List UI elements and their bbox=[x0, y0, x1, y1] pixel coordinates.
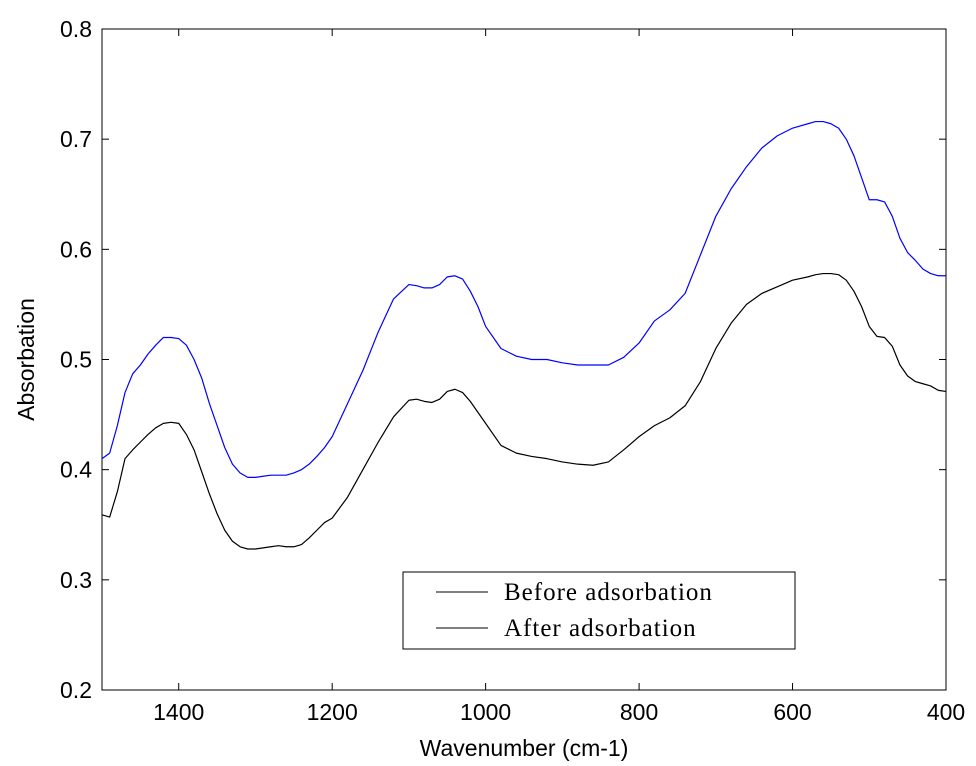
y-tick-label: 0.5 bbox=[60, 347, 92, 373]
series-layer bbox=[101, 120, 947, 550]
y-tick-label: 0.4 bbox=[60, 457, 92, 483]
y-tick-label: 0.8 bbox=[60, 16, 92, 42]
x-tick-label: 1000 bbox=[460, 699, 511, 725]
y-tick-label: 0.2 bbox=[60, 677, 92, 703]
x-tick-label: 600 bbox=[773, 699, 811, 725]
x-tick-label: 1200 bbox=[307, 699, 358, 725]
series-line-1 bbox=[101, 120, 946, 478]
x-tick-label: 400 bbox=[927, 699, 965, 725]
x-axis-label: Wavenumber (cm-1) bbox=[420, 735, 629, 761]
legend-label-2: After adsorbation bbox=[504, 615, 697, 642]
y-tick-label: 0.7 bbox=[60, 126, 92, 152]
y-tick-label: 0.3 bbox=[60, 567, 92, 593]
x-tick-label: 800 bbox=[620, 699, 658, 725]
legend-box bbox=[402, 571, 796, 650]
x-tick-label: 1400 bbox=[153, 699, 204, 725]
legend: Before adsorbation After adsorbation bbox=[402, 571, 796, 650]
axis-ticks: 1400 1200 1000 800 600 400 0.2 0.3 0.4 0.5 0.6 0.7 0… bbox=[60, 16, 965, 725]
series-line-2 bbox=[101, 272, 947, 550]
y-axis-label: Absorbation bbox=[13, 298, 39, 421]
legend-label-1: Before adsorbation bbox=[504, 579, 713, 606]
y-tick-label: 0.6 bbox=[60, 236, 92, 262]
